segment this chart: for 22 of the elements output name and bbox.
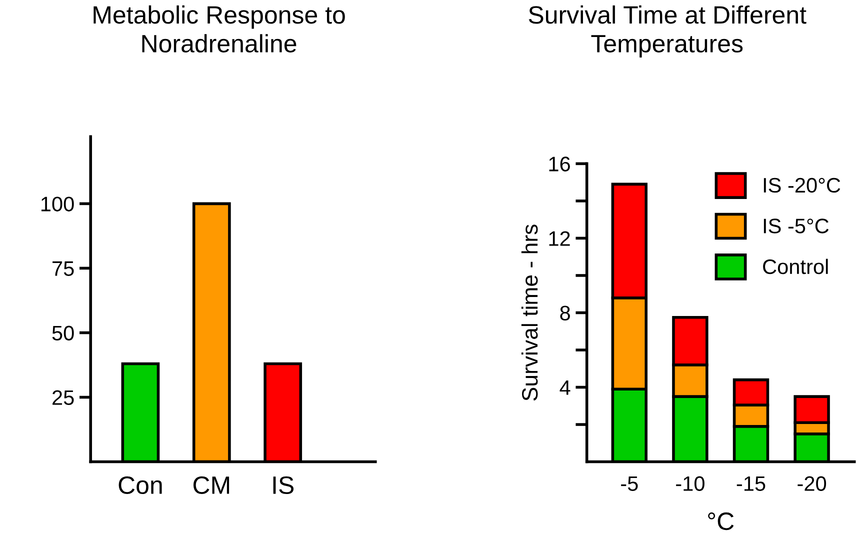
y-tick-label: 16 [549,156,570,172]
y-tick-label: 12 [549,231,570,246]
chart-title: Metabolic Response to Noradrenaline [94,5,345,53]
chart-title: Survival Time at Different Temperatures [528,5,806,58]
legend-label: IS -20°C [764,178,840,193]
x-tick-label: -20 [798,476,826,491]
y-tick-label: 25 [52,390,74,406]
legend-label: Control [763,258,828,274]
y-axis-title: Survival time - hrs [521,224,538,401]
x-tick-label: -10 [676,476,704,491]
legend-label: IS -5°C [764,218,829,234]
y-tick-label: 8 [560,306,570,320]
x-tick-label: -15 [736,476,766,491]
x-axis-title: °C [708,512,734,530]
y-tick-label: 50 [52,326,74,340]
x-tick-label: Con [118,476,162,494]
x-tick-label: IS [273,476,294,494]
x-tick-label: CM [193,476,230,494]
x-tick-label: -5 [621,476,638,491]
y-tick-label: 75 [52,261,74,276]
y-tick-label: 100 [41,196,74,212]
y-tick-label: 4 [560,380,570,395]
